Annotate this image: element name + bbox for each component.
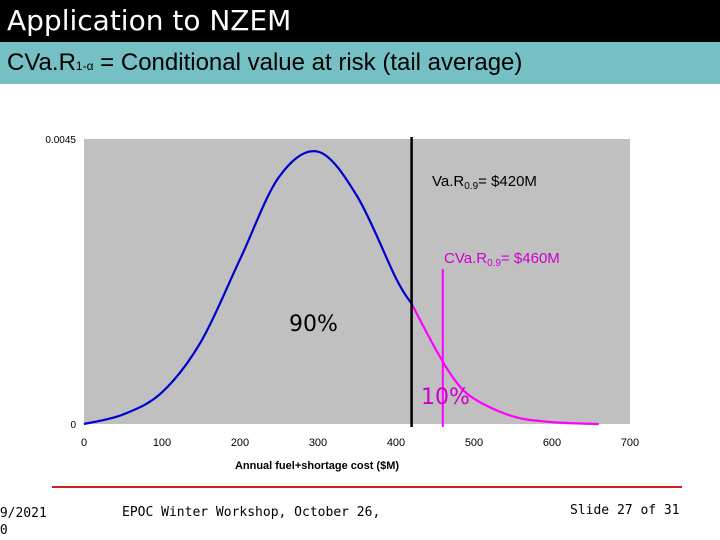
slide-subtitle: CVa.R1-α = Conditional value at risk (ta… <box>0 42 720 84</box>
y-tick-label: 0 <box>70 420 76 431</box>
x-tick-label: 600 <box>543 437 561 449</box>
plot-background <box>84 139 630 424</box>
percent-right-label: 10% <box>421 385 470 410</box>
body-density-curve <box>83 150 413 426</box>
var-label: Va.R0.9= $420M <box>432 173 537 192</box>
cvar-label-main: CVa.R <box>444 250 487 267</box>
footer-divider <box>52 486 682 488</box>
x-tick-label: 300 <box>309 437 327 449</box>
subtitle-rest: = Conditional value at risk (tail averag… <box>93 49 523 76</box>
cvar-label-rest: = $460M <box>501 250 560 267</box>
subtitle-subscript: 1-α <box>75 59 94 73</box>
x-tick-label: 400 <box>387 437 405 449</box>
y-tick-label: 0.0045 <box>45 135 76 146</box>
footer-date-line1: 19/2021 <box>0 506 47 521</box>
x-tick-label: 500 <box>465 437 483 449</box>
footer-date-line2: 10 <box>0 523 8 538</box>
footer-date: 19/2021 10 <box>0 505 47 539</box>
percent-left-label: 90% <box>289 312 338 337</box>
x-axis-label: Annual fuel+shortage cost ($M) <box>235 460 399 472</box>
var-label-rest: = $420M <box>478 173 537 190</box>
distribution-chart: 0 0.0045 0 100 200 300 400 500 600 700 Annual fu… <box>45 135 639 472</box>
footer-event: EPOC Winter Workshop, October 26, <box>122 505 381 520</box>
x-tick-label: 700 <box>621 437 639 449</box>
footer-slide-number: Slide 27 of 31 <box>570 503 680 518</box>
x-tick-label: 100 <box>153 437 171 449</box>
x-tick-label: 0 <box>81 437 87 449</box>
x-tick-label: 200 <box>231 437 249 449</box>
cvar-label-sub: 0.9 <box>487 258 501 269</box>
subtitle-main: CVa.R <box>7 49 76 76</box>
slide-title: Application to NZEM <box>0 0 720 42</box>
tail-density-curve <box>410 303 599 426</box>
var-label-sub: 0.9 <box>464 181 478 192</box>
cvar-label: CVa.R0.9= $460M <box>444 250 560 269</box>
var-label-main: Va.R <box>432 173 464 190</box>
